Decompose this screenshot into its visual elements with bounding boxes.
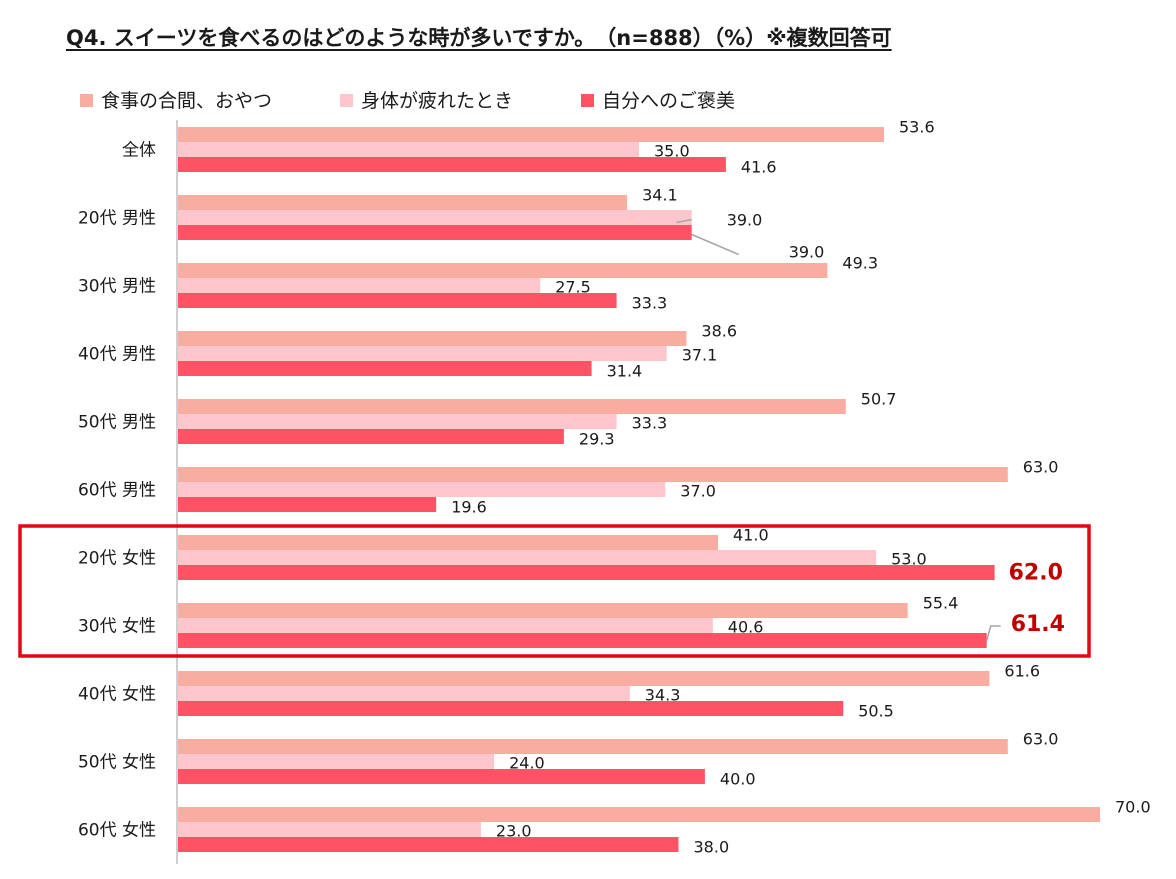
leader-line [676,218,692,224]
bar-60代-男性-series2 [178,482,666,497]
bars [178,127,1100,852]
bar-全体-series1 [178,127,884,142]
value-label-40代-男性-series1: 38.6 [701,322,737,341]
bar-全体-series2 [178,142,639,157]
value-label-20代-男性-series2: 39.0 [727,211,763,230]
value-label-60代-男性-series1: 63.0 [1023,458,1059,477]
value-label-全体-series2: 35.0 [654,142,690,161]
bar-40代-女性-series2 [178,686,630,701]
bar-50代-女性-series2 [178,754,495,769]
highlight-box [18,524,1091,658]
bar-20代-男性-series1 [178,195,628,210]
value-label-60代-男性-series2: 37.0 [680,482,716,501]
legend-label-3: 自分へのご褒美 [602,90,735,112]
value-labels: 53.6 35.0 41.6 34.1 39.0 39.0 49.3 27.5 33.3 38.6… [451,118,1150,857]
bar-60代-男性-series3 [178,497,437,512]
value-label-20代-女性-series3: 62.0 [1009,561,1063,586]
bar-30代-女性-series1 [178,603,908,618]
bar-40代-女性-series3 [178,701,844,716]
category-labels: 全体 20代 男性 30代 男性 40代 男性 50代 男性 60代 男性 20代 女性 30… [78,141,156,841]
chart-title: Q4. スイーツを食べるのはどのような時が多いですか。 （n=888）（%）※複… [66,26,892,50]
value-label-40代-男性-series3: 31.4 [607,362,643,381]
bar-60代-女性-series2 [178,822,481,837]
bar-60代-女性-series1 [178,807,1100,822]
category-label-10: 50代 女性 [78,753,156,773]
bar-40代-女性-series1 [178,671,990,686]
bar-全体-series3 [178,157,726,172]
value-label-全体-series1: 53.6 [899,118,935,137]
category-label-2: 20代 男性 [78,209,156,229]
value-label-全体-series3: 41.6 [741,158,777,177]
category-label-8: 30代 女性 [78,617,156,637]
value-label-40代-女性-series3: 50.5 [858,702,894,721]
value-label-60代-女性-series1: 70.0 [1115,798,1151,817]
value-label-50代-男性-series2: 33.3 [632,414,668,433]
bar-40代-男性-series1 [178,331,687,346]
category-label-9: 40代 女性 [78,685,156,705]
value-label-30代-男性-series2: 27.5 [555,278,591,297]
value-label-40代-女性-series2: 34.3 [645,686,681,705]
leader-line [691,233,739,256]
bar-30代-男性-series2 [178,278,541,293]
value-label-20代-女性-series1: 41.0 [733,526,769,545]
value-label-50代-男性-series3: 29.3 [579,430,615,449]
value-label-20代-女性-series2: 53.0 [891,550,927,569]
bar-40代-男性-series2 [178,346,667,361]
bar-50代-男性-series1 [178,399,846,414]
value-label-50代-女性-series2: 24.0 [509,754,545,773]
value-label-60代-男性-series3: 19.6 [451,498,487,517]
legend-label-1: 食事の合間、おやつ [101,90,272,112]
bar-60代-女性-series3 [178,837,679,852]
legend: 食事の合間、おやつ 身体が疲れたとき 自分へのご褒美 [80,90,735,112]
value-label-30代-女性-series2: 40.6 [728,618,764,637]
category-label-1: 全体 [122,141,156,161]
leader-lines [676,218,1001,641]
category-label-5: 50代 男性 [78,413,156,433]
value-label-40代-女性-series1: 61.6 [1004,662,1040,681]
legend-swatch-1 [80,94,93,107]
bar-30代-男性-series3 [178,293,617,308]
leader-line [986,625,1001,641]
value-label-50代-男性-series1: 50.7 [861,390,897,409]
category-label-6: 60代 男性 [78,481,156,501]
bar-50代-女性-series1 [178,739,1008,754]
bar-60代-男性-series1 [178,467,1008,482]
value-label-30代-男性-series1: 49.3 [842,254,878,273]
legend-label-2: 身体が疲れたとき [361,90,513,112]
value-label-40代-男性-series2: 37.1 [682,346,718,365]
bar-50代-男性-series2 [178,414,617,429]
value-label-20代-男性-series1: 34.1 [642,186,678,205]
bar-30代-男性-series1 [178,263,828,278]
value-label-30代-女性-series3: 61.4 [1011,612,1065,637]
value-label-60代-女性-series2: 23.0 [496,822,532,841]
bar-40代-男性-series3 [178,361,592,376]
value-label-30代-女性-series1: 55.4 [923,594,959,613]
bar-20代-女性-series1 [178,535,718,550]
bar-50代-女性-series3 [178,769,705,784]
category-label-11: 60代 女性 [78,821,156,841]
bar-30代-女性-series3 [178,633,987,648]
legend-swatch-3 [581,94,594,107]
bar-50代-男性-series3 [178,429,564,444]
category-label-4: 40代 男性 [78,345,156,365]
bar-20代-男性-series3 [178,225,692,240]
bar-20代-女性-series3 [178,565,995,580]
legend-swatch-2 [340,94,353,107]
bar-20代-女性-series2 [178,550,877,565]
category-label-7: 20代 女性 [78,549,156,569]
value-label-30代-男性-series3: 33.3 [632,294,668,313]
value-label-50代-女性-series1: 63.0 [1023,730,1059,749]
bar-20代-男性-series2 [178,210,692,225]
category-label-3: 30代 男性 [78,277,156,297]
value-label-50代-女性-series3: 40.0 [720,770,756,789]
value-label-60代-女性-series3: 38.0 [694,838,730,857]
value-label-20代-男性-series3: 39.0 [789,243,825,262]
bar-30代-女性-series2 [178,618,713,633]
